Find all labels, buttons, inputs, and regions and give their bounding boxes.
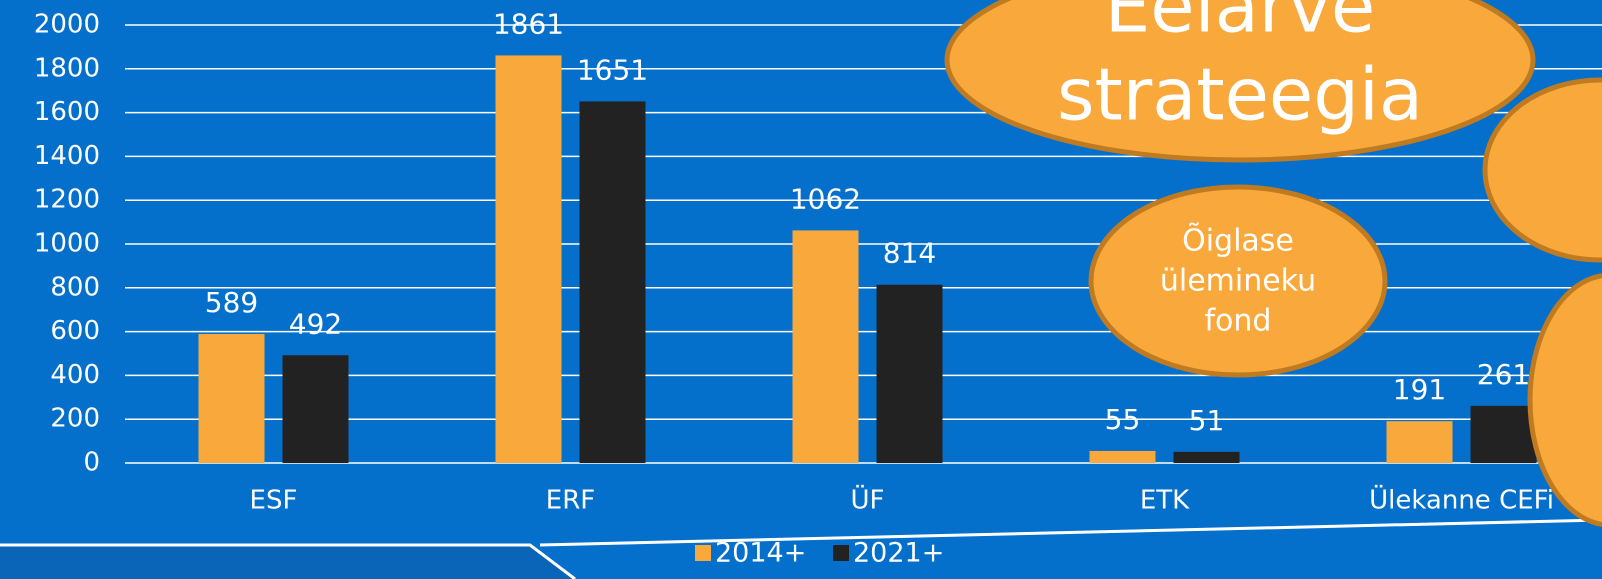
data-label: 1651 xyxy=(577,53,648,86)
bar xyxy=(198,334,265,463)
bubble xyxy=(1088,184,1388,378)
bar xyxy=(1173,451,1240,463)
bubble xyxy=(1527,273,1602,527)
bars: ESF 589 492 ERF 1861 1651 ÜF 1062 814 ETK 55 51 Ülek… xyxy=(198,7,1554,516)
y-tick-label: 800 xyxy=(50,272,100,302)
bubble xyxy=(944,0,1536,163)
data-label: 814 xyxy=(883,237,936,270)
data-label: 1062 xyxy=(790,182,861,215)
y-tick-label: 1600 xyxy=(34,97,100,127)
y-tick-label: 1400 xyxy=(34,141,100,171)
annotation: Eelarve xyxy=(1105,0,1375,49)
legend-swatch xyxy=(833,545,849,561)
grid: 0 200 400 600 800 1000 1200 1400 1600 1800 2000 xyxy=(34,10,1602,478)
annotation: Õiglase xyxy=(1182,222,1294,259)
x-tick-label: ETK xyxy=(1140,486,1190,516)
y-tick-label: 0 xyxy=(83,448,100,478)
legend-label: 2021+ xyxy=(853,538,944,569)
bar xyxy=(876,284,943,463)
bar xyxy=(1470,405,1537,463)
y-tick-label: 1200 xyxy=(34,185,100,215)
bubble xyxy=(1482,77,1602,263)
bar xyxy=(579,101,646,463)
callout-shape xyxy=(0,545,575,579)
y-tick-label: 2000 xyxy=(34,10,100,40)
data-label: 589 xyxy=(205,286,258,319)
bar xyxy=(1386,421,1453,463)
bar xyxy=(495,55,562,463)
x-tick-label: ÜF xyxy=(851,484,885,516)
y-tick-label: 1800 xyxy=(34,53,100,83)
annotation: fond xyxy=(1205,304,1272,339)
y-tick-label: 200 xyxy=(50,404,100,434)
data-label: 1861 xyxy=(493,7,564,40)
data-label: 51 xyxy=(1189,404,1225,437)
y-tick-label: 600 xyxy=(50,316,100,346)
legend-label: 2014+ xyxy=(715,538,806,569)
y-tick-label: 1000 xyxy=(34,229,100,259)
bar xyxy=(792,230,859,463)
x-tick-label: ESF xyxy=(250,486,298,516)
callout-edge xyxy=(0,543,576,579)
data-label: 191 xyxy=(1393,373,1446,406)
bar xyxy=(282,355,349,463)
data-label: 261 xyxy=(1477,358,1530,391)
annotation: ülemineku xyxy=(1160,264,1316,299)
bar xyxy=(1089,450,1156,463)
y-tick-label: 400 xyxy=(50,360,100,390)
data-label: 55 xyxy=(1105,403,1141,436)
annotation: strateegia xyxy=(1057,53,1423,137)
data-label: 492 xyxy=(289,307,342,340)
legend-swatch xyxy=(695,545,711,561)
x-tick-label: Ülekanne CEFi xyxy=(1369,484,1554,516)
callout-edge xyxy=(539,518,1602,547)
x-tick-label: ERF xyxy=(546,486,595,516)
